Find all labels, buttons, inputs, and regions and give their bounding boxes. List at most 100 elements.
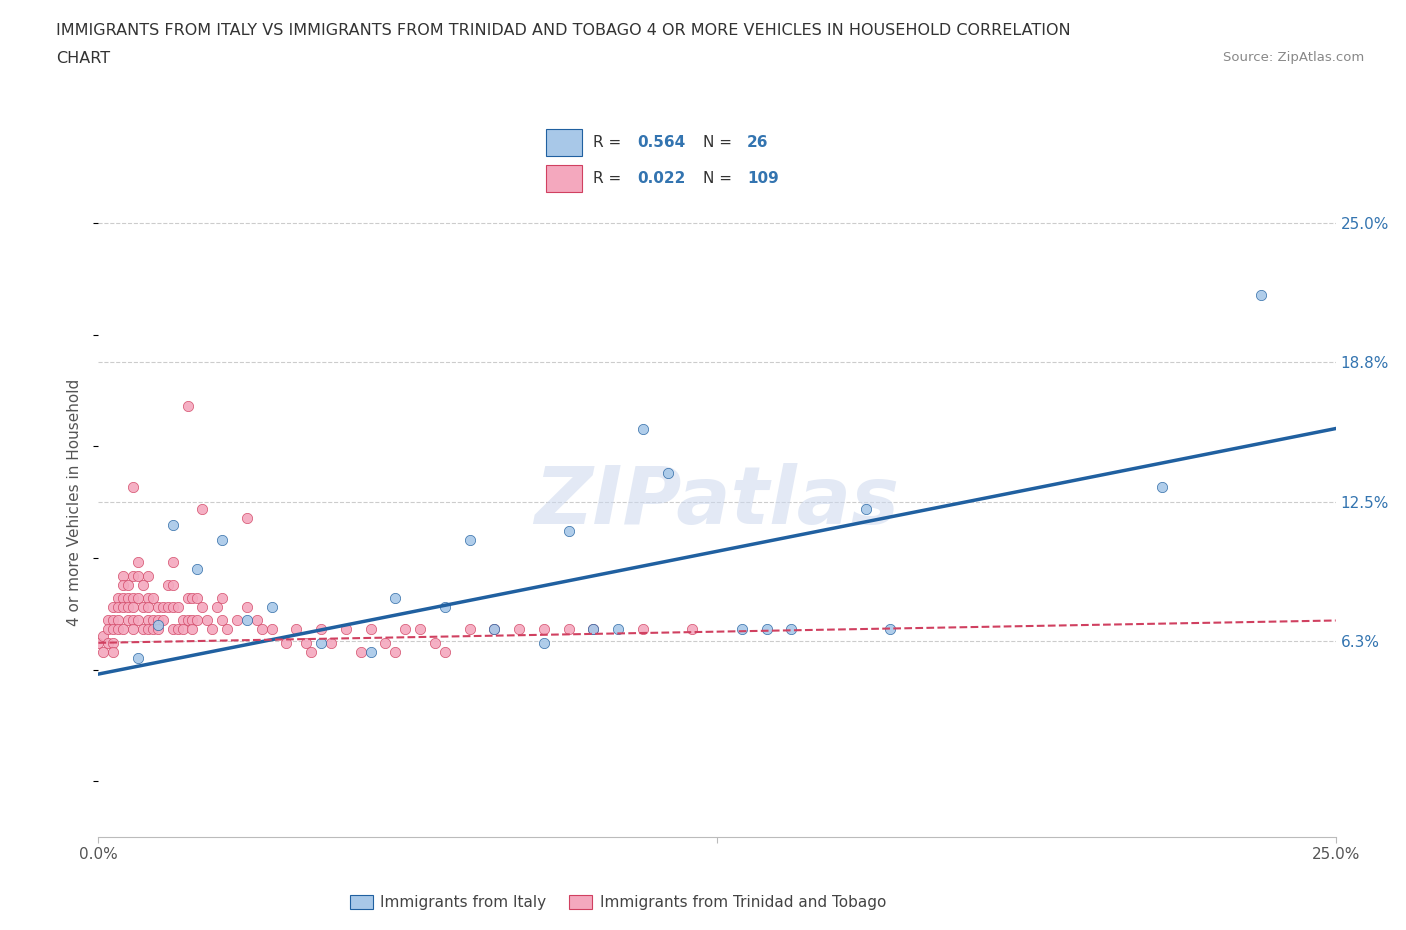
Point xyxy=(295,635,318,650)
Point xyxy=(186,591,208,605)
Point xyxy=(97,613,120,628)
Text: 26: 26 xyxy=(747,135,768,150)
Point xyxy=(97,635,120,650)
Point xyxy=(136,600,159,615)
Point xyxy=(855,501,877,516)
Point xyxy=(122,479,145,494)
Point xyxy=(226,613,249,628)
Point xyxy=(260,622,283,637)
Text: 0.564: 0.564 xyxy=(638,135,686,150)
Text: R =: R = xyxy=(593,135,627,150)
Point xyxy=(384,644,406,659)
Point xyxy=(217,622,239,637)
Point xyxy=(384,591,406,605)
Point xyxy=(107,613,129,628)
Point xyxy=(162,138,184,153)
Text: R =: R = xyxy=(593,171,627,186)
Point xyxy=(146,613,169,628)
Point xyxy=(176,399,198,414)
Point xyxy=(681,622,703,637)
Point xyxy=(152,600,174,615)
Point xyxy=(103,622,125,637)
Point xyxy=(166,622,188,637)
Point xyxy=(162,622,184,637)
Point xyxy=(122,591,145,605)
Text: ZIPatlas: ZIPatlas xyxy=(534,463,900,541)
Point xyxy=(172,622,194,637)
Point xyxy=(181,622,204,637)
Point xyxy=(236,511,259,525)
Text: 0.022: 0.022 xyxy=(638,171,686,186)
Point xyxy=(191,501,214,516)
Point xyxy=(731,622,754,637)
Point xyxy=(607,622,630,637)
Point xyxy=(1152,479,1174,494)
Point xyxy=(458,622,481,637)
Point xyxy=(162,555,184,570)
Point xyxy=(360,644,382,659)
Point xyxy=(360,622,382,637)
Point xyxy=(780,622,803,637)
Point xyxy=(127,591,149,605)
FancyBboxPatch shape xyxy=(546,166,582,193)
Point xyxy=(152,613,174,628)
Point xyxy=(132,600,155,615)
Point xyxy=(260,600,283,615)
Point xyxy=(211,591,233,605)
Point xyxy=(508,622,530,637)
Point xyxy=(93,644,115,659)
Point xyxy=(409,622,432,637)
Point xyxy=(181,613,204,628)
Point xyxy=(205,600,228,615)
Text: N =: N = xyxy=(703,171,737,186)
Point xyxy=(127,651,149,666)
Point xyxy=(87,635,110,650)
Point xyxy=(127,568,149,583)
Point xyxy=(103,600,125,615)
Point xyxy=(142,591,165,605)
Point xyxy=(335,622,357,637)
Point xyxy=(156,578,179,592)
Point xyxy=(156,600,179,615)
Point xyxy=(142,613,165,628)
Point xyxy=(276,635,298,650)
Point xyxy=(162,600,184,615)
Point xyxy=(236,600,259,615)
Text: N =: N = xyxy=(703,135,737,150)
Point xyxy=(103,613,125,628)
Point xyxy=(166,600,188,615)
Point xyxy=(246,613,269,628)
Point xyxy=(112,568,135,583)
Point xyxy=(127,555,149,570)
Point xyxy=(350,644,373,659)
Point xyxy=(533,622,555,637)
Point xyxy=(176,591,198,605)
Text: IMMIGRANTS FROM ITALY VS IMMIGRANTS FROM TRINIDAD AND TOBAGO 4 OR MORE VEHICLES : IMMIGRANTS FROM ITALY VS IMMIGRANTS FROM… xyxy=(56,23,1071,38)
Point xyxy=(631,622,654,637)
Text: Source: ZipAtlas.com: Source: ZipAtlas.com xyxy=(1223,51,1364,64)
Point xyxy=(97,622,120,637)
Point xyxy=(112,591,135,605)
Text: CHART: CHART xyxy=(56,51,110,66)
Point xyxy=(433,600,456,615)
Point xyxy=(557,524,579,538)
Point xyxy=(582,622,605,637)
Legend: Immigrants from Italy, Immigrants from Trinidad and Tobago: Immigrants from Italy, Immigrants from T… xyxy=(343,889,893,916)
Point xyxy=(112,600,135,615)
Point xyxy=(122,568,145,583)
Point xyxy=(146,622,169,637)
Point xyxy=(117,591,139,605)
Point xyxy=(1250,287,1272,302)
Point xyxy=(309,635,332,650)
Point xyxy=(299,644,322,659)
Point xyxy=(107,600,129,615)
Point xyxy=(176,138,198,153)
Point xyxy=(484,622,506,637)
Point xyxy=(211,613,233,628)
Point xyxy=(657,466,679,481)
Point xyxy=(136,568,159,583)
Point xyxy=(122,622,145,637)
Point xyxy=(195,613,218,628)
FancyBboxPatch shape xyxy=(546,128,582,155)
Point xyxy=(533,635,555,650)
